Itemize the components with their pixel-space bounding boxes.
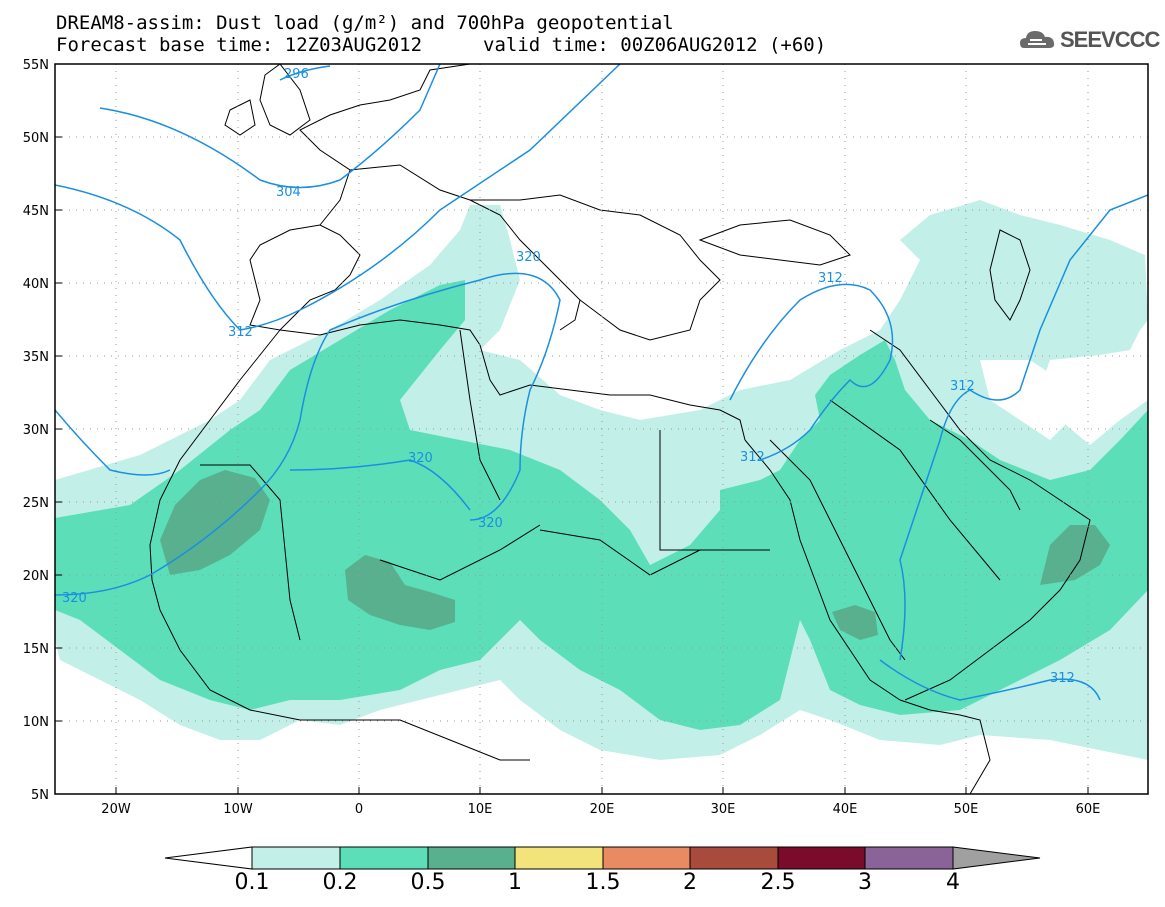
dust-region-high-w: [160, 470, 270, 575]
colorbar-swatch: [602, 846, 691, 870]
colorbar-label: 2.5: [760, 870, 796, 895]
colorbar-swatch: [514, 846, 604, 870]
geopotential-contours: [55, 64, 1148, 701]
contour-label-320-n: 320: [516, 250, 541, 265]
colorbar-right-arrow: [952, 846, 1041, 870]
contour-label-312-ne: 312: [818, 271, 843, 286]
colorbar-label: 2: [683, 870, 697, 895]
colorbar-swatch: [427, 846, 516, 870]
lat-label: 20N: [23, 569, 49, 584]
longitude-labels: 20W 10W 0 10E 20E 30E 40E 50E 60E: [101, 802, 1100, 817]
lon-label: 50E: [954, 802, 979, 817]
lat-label: 50N: [23, 131, 49, 146]
contour-label-312-e: 312: [950, 379, 975, 394]
contour-label-312-se: 312: [1050, 671, 1075, 686]
colorbar-swatch: [339, 846, 429, 870]
graticule: [55, 64, 1148, 794]
lon-label: 10W: [223, 802, 253, 817]
dust-region-high-c: [345, 555, 455, 630]
contour-label-304: 304: [276, 185, 301, 200]
colorbar-swatch: [864, 846, 954, 870]
dust-clear-patch-east: [980, 360, 1070, 440]
lon-label: 60E: [1076, 802, 1101, 817]
contour-label-312-w: 312: [228, 325, 253, 340]
forecast-base-time: Forecast base time: 12Z03AUG2012: [56, 34, 423, 56]
colorbar-swatch: [689, 846, 779, 870]
lat-label: 45N: [23, 204, 49, 219]
contour-label-320-s: 320: [478, 516, 503, 531]
lat-label: 25N: [23, 496, 49, 511]
colorbar-swatch: [777, 846, 866, 870]
lat-label: 5N: [31, 788, 49, 803]
lon-label: 0: [355, 802, 363, 817]
colorbar-label: 4: [946, 870, 960, 895]
colorbar-label: 1.5: [585, 870, 621, 895]
lon-label: 40E: [833, 802, 858, 817]
contour-label-320-w: 320: [62, 591, 87, 606]
colorbar-label: 1: [508, 870, 522, 895]
colorbar-label: 0.1: [234, 870, 270, 895]
contour-label-312-c: 312: [740, 450, 765, 465]
colorbar-swatch: [251, 846, 341, 870]
lon-label: 20E: [590, 802, 615, 817]
colorbar-left-arrow: [164, 846, 253, 870]
lon-label: 10E: [468, 802, 493, 817]
lat-label: 10N: [23, 715, 49, 730]
dust-clear-patch: [400, 370, 750, 580]
contour-label-296: 296: [284, 67, 309, 82]
contour-label-320-c: 320: [408, 451, 433, 466]
lat-label: 30N: [23, 423, 49, 438]
map-title: DREAM8-assim: Dust load (g/m²) and 700hP…: [56, 12, 674, 34]
lon-label: 20W: [101, 802, 131, 817]
colorbar: [164, 846, 1041, 870]
dust-region-high-oman: [1040, 525, 1110, 585]
cloud-icon: [1020, 31, 1055, 48]
lon-label: 30E: [711, 802, 736, 817]
lat-label: 35N: [23, 350, 49, 365]
dust-region-high-e: [832, 605, 878, 640]
lat-label: 40N: [23, 277, 49, 292]
lat-label: 55N: [23, 58, 49, 73]
colorbar-label: 3: [858, 870, 872, 895]
colorbar-label: 0.2: [322, 870, 358, 895]
latitude-labels: 55N 50N 45N 40N 35N 30N 25N 20N 15N 10N …: [23, 58, 49, 803]
forecast-valid-time: valid time: 00Z06AUG2012 (+60): [483, 34, 827, 56]
colorbar-label: 0.5: [410, 870, 446, 895]
ticks: [55, 63, 1089, 795]
contour-labels: 296 304 312 320 320 312 312 312 320 320 …: [62, 67, 1075, 686]
coastlines: [149, 64, 1091, 794]
seevccc-logo-text: SEEVCCC: [1060, 27, 1160, 52]
lat-label: 15N: [23, 642, 49, 657]
